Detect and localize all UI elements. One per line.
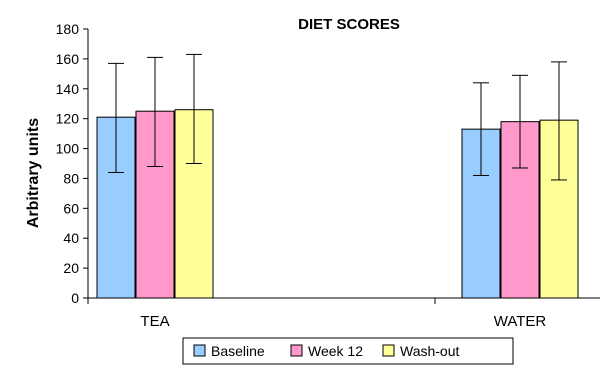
y-tick-label: 100 [56, 141, 80, 157]
legend-swatch [290, 344, 303, 357]
legend-label: Wash-out [400, 343, 460, 359]
chart-title: DIET SCORES [298, 16, 400, 33]
legend-swatch [193, 344, 206, 357]
legend-box [182, 337, 514, 365]
y-tick-label: 140 [56, 81, 80, 97]
error-bars [108, 53, 567, 181]
legend-label: Week 12 [308, 343, 363, 359]
bars [96, 109, 579, 299]
legend-swatch [382, 344, 395, 357]
y-tick-label: 60 [63, 200, 79, 216]
y-tick-label: 40 [63, 230, 79, 246]
y-tick-label: 180 [56, 21, 80, 37]
x-category-label: WATER [494, 313, 547, 330]
y-tick-label: 120 [56, 111, 80, 127]
legend-label: Baseline [211, 343, 265, 359]
axes: 0 20 40 60 80 100 120 140 160 180 TEA WATER [56, 21, 600, 330]
y-tick-label: 80 [63, 170, 79, 186]
legend: Baseline Week 12 Wash-out [182, 337, 514, 365]
y-tick-label: 160 [56, 51, 80, 67]
y-tick-label: 0 [71, 290, 79, 306]
x-category-label: TEA [140, 313, 169, 330]
y-tick-label: 20 [63, 260, 79, 276]
y-axis-label: Arbitrary units [25, 118, 42, 228]
